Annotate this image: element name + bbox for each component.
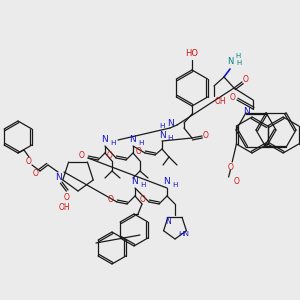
Text: OH: OH	[215, 97, 226, 106]
Text: N: N	[55, 173, 62, 182]
Text: O: O	[108, 196, 114, 205]
Text: O: O	[33, 169, 39, 178]
Text: O: O	[107, 152, 113, 160]
Text: O: O	[140, 196, 146, 205]
Text: O: O	[79, 152, 85, 160]
Text: O: O	[234, 176, 240, 185]
Text: N: N	[130, 136, 136, 145]
Text: H: H	[172, 182, 178, 188]
Text: H: H	[110, 140, 116, 146]
Text: H: H	[167, 135, 173, 141]
Text: N: N	[244, 107, 250, 116]
Text: HO: HO	[185, 50, 199, 58]
Text: H: H	[236, 60, 242, 66]
Text: HN: HN	[178, 231, 190, 237]
Text: N: N	[165, 217, 171, 226]
Text: H: H	[159, 123, 165, 129]
Text: OH: OH	[58, 202, 70, 211]
Text: N: N	[167, 118, 173, 127]
Text: O: O	[230, 92, 236, 101]
Text: N: N	[132, 178, 138, 187]
Text: O: O	[136, 146, 142, 155]
Text: N: N	[102, 136, 108, 145]
Text: O: O	[227, 164, 233, 172]
Text: H: H	[140, 182, 146, 188]
Text: N: N	[164, 178, 170, 187]
Text: H: H	[236, 53, 241, 59]
Text: H: H	[138, 140, 144, 146]
Text: O: O	[26, 158, 32, 166]
Text: N: N	[227, 58, 233, 67]
Text: O: O	[203, 130, 209, 140]
Text: N: N	[159, 130, 165, 140]
Text: O: O	[64, 193, 70, 202]
Text: O: O	[243, 76, 249, 85]
